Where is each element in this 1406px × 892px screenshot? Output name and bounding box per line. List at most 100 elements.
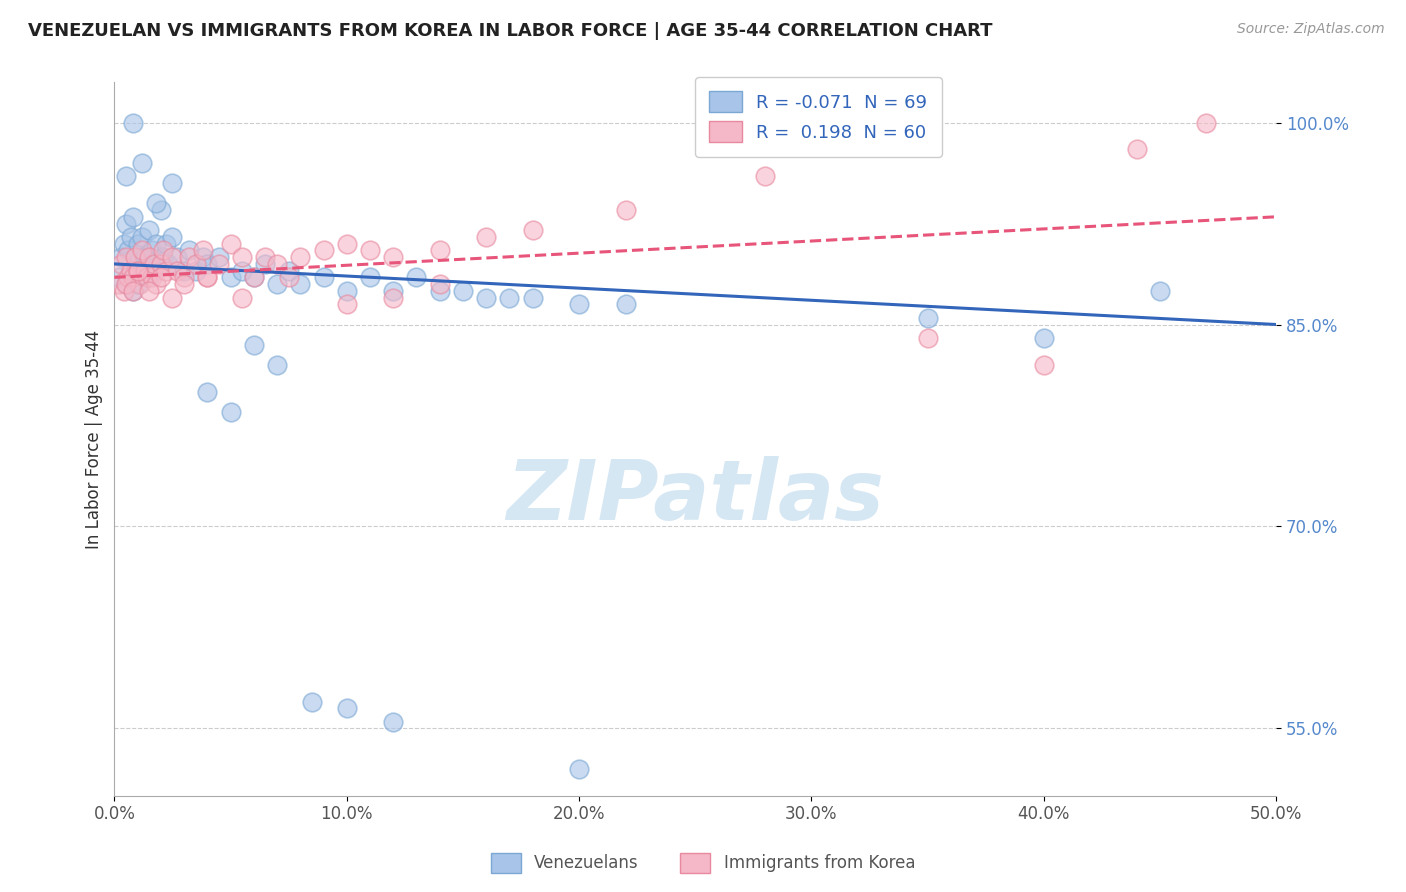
Point bbox=[166, 250, 188, 264]
Point bbox=[614, 297, 637, 311]
Point bbox=[184, 257, 207, 271]
Point bbox=[568, 762, 591, 776]
Point bbox=[522, 291, 544, 305]
Point bbox=[1195, 115, 1218, 129]
Point bbox=[149, 202, 172, 217]
Point bbox=[122, 284, 145, 298]
Point bbox=[243, 337, 266, 351]
Point bbox=[141, 244, 163, 258]
Point bbox=[134, 263, 156, 277]
Point bbox=[138, 223, 160, 237]
Point bbox=[149, 257, 172, 271]
Point bbox=[231, 250, 253, 264]
Point bbox=[117, 244, 139, 258]
Point bbox=[141, 270, 163, 285]
Point bbox=[290, 250, 312, 264]
Point bbox=[243, 270, 266, 285]
Point bbox=[108, 270, 131, 285]
Point bbox=[120, 230, 142, 244]
Y-axis label: In Labor Force | Age 35-44: In Labor Force | Age 35-44 bbox=[86, 329, 103, 549]
Point bbox=[1032, 331, 1054, 345]
Point bbox=[110, 250, 132, 264]
Legend: Venezuelans, Immigrants from Korea: Venezuelans, Immigrants from Korea bbox=[484, 847, 922, 880]
Point bbox=[177, 244, 200, 258]
Point bbox=[312, 244, 335, 258]
Point bbox=[131, 156, 153, 170]
Point bbox=[152, 244, 174, 258]
Point bbox=[173, 277, 195, 292]
Point bbox=[162, 230, 184, 244]
Point bbox=[195, 270, 218, 285]
Point bbox=[138, 250, 160, 264]
Point bbox=[173, 270, 195, 285]
Point bbox=[162, 250, 184, 264]
Point bbox=[138, 270, 160, 285]
Point bbox=[336, 284, 359, 298]
Point bbox=[336, 297, 359, 311]
Point bbox=[277, 263, 299, 277]
Point bbox=[266, 257, 288, 271]
Point bbox=[1149, 284, 1171, 298]
Point bbox=[451, 284, 474, 298]
Point bbox=[195, 384, 218, 399]
Text: ZIPatlas: ZIPatlas bbox=[506, 456, 884, 537]
Point bbox=[568, 297, 591, 311]
Point bbox=[254, 257, 277, 271]
Point bbox=[131, 230, 153, 244]
Point bbox=[359, 270, 381, 285]
Point bbox=[336, 236, 359, 251]
Point bbox=[290, 277, 312, 292]
Point bbox=[115, 169, 138, 184]
Point bbox=[475, 230, 498, 244]
Point bbox=[266, 358, 288, 372]
Point bbox=[191, 244, 214, 258]
Point bbox=[122, 115, 145, 129]
Point bbox=[195, 270, 218, 285]
Point bbox=[173, 263, 195, 277]
Point bbox=[156, 257, 179, 271]
Point bbox=[129, 250, 152, 264]
Point bbox=[522, 223, 544, 237]
Point bbox=[122, 270, 145, 285]
Point bbox=[475, 291, 498, 305]
Point bbox=[115, 277, 138, 292]
Point bbox=[177, 250, 200, 264]
Text: VENEZUELAN VS IMMIGRANTS FROM KOREA IN LABOR FORCE | AGE 35-44 CORRELATION CHART: VENEZUELAN VS IMMIGRANTS FROM KOREA IN L… bbox=[28, 22, 993, 40]
Point bbox=[145, 277, 167, 292]
Point bbox=[127, 236, 149, 251]
Point bbox=[429, 277, 451, 292]
Point bbox=[155, 236, 177, 251]
Point bbox=[191, 250, 214, 264]
Point bbox=[131, 244, 153, 258]
Point bbox=[917, 331, 939, 345]
Point bbox=[614, 202, 637, 217]
Point bbox=[145, 236, 167, 251]
Point bbox=[112, 284, 135, 298]
Legend: R = -0.071  N = 69, R =  0.198  N = 60: R = -0.071 N = 69, R = 0.198 N = 60 bbox=[695, 77, 942, 156]
Point bbox=[1032, 358, 1054, 372]
Point bbox=[359, 244, 381, 258]
Point bbox=[754, 169, 776, 184]
Point bbox=[382, 284, 405, 298]
Point bbox=[145, 196, 167, 211]
Point bbox=[115, 250, 138, 264]
Point bbox=[124, 263, 146, 277]
Point bbox=[112, 236, 135, 251]
Point bbox=[166, 263, 188, 277]
Point bbox=[115, 217, 138, 231]
Point bbox=[498, 291, 520, 305]
Point bbox=[312, 270, 335, 285]
Point bbox=[120, 263, 142, 277]
Point bbox=[243, 270, 266, 285]
Point bbox=[117, 270, 139, 285]
Point bbox=[115, 277, 138, 292]
Point bbox=[127, 263, 149, 277]
Point bbox=[142, 257, 165, 271]
Point bbox=[219, 405, 242, 419]
Point bbox=[195, 257, 218, 271]
Text: Source: ZipAtlas.com: Source: ZipAtlas.com bbox=[1237, 22, 1385, 37]
Point bbox=[277, 270, 299, 285]
Point bbox=[134, 250, 156, 264]
Point bbox=[208, 250, 231, 264]
Point bbox=[231, 291, 253, 305]
